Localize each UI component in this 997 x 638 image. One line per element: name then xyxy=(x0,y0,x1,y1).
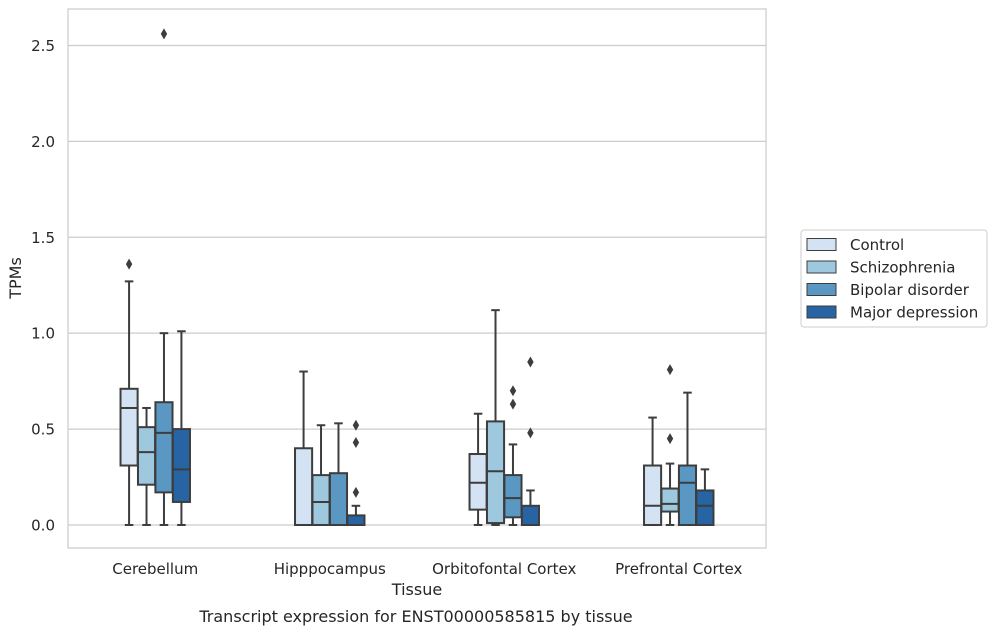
iqr-box xyxy=(346,514,366,526)
iqr-box xyxy=(660,487,680,513)
outlier-point xyxy=(527,427,534,439)
x-axis-label: Tissue xyxy=(391,580,442,599)
box-bipolar-disorder xyxy=(154,28,174,526)
iqr-box xyxy=(503,474,523,519)
chart-caption: Transcript expression for ENST0000058581… xyxy=(198,607,632,626)
iqr-box xyxy=(171,428,191,503)
box-control xyxy=(468,412,488,526)
box-bipolar-disorder xyxy=(677,391,698,526)
box-major-depression xyxy=(520,356,540,526)
box-major-depression xyxy=(171,330,191,526)
legend: Control Schizophrenia Bipolar disorder Majo… xyxy=(800,229,988,328)
iqr-box xyxy=(119,387,139,467)
outlier-point xyxy=(160,28,168,40)
x-tick-label: Cerebellum xyxy=(112,560,198,578)
outlier-point xyxy=(666,364,674,376)
iqr-box xyxy=(311,474,331,526)
box-schizophrenia xyxy=(311,424,331,526)
outlier-point xyxy=(352,419,360,431)
iqr-box xyxy=(154,401,174,494)
y-tick-label: 1.0 xyxy=(31,325,55,343)
box-major-depression xyxy=(695,468,715,526)
legend-label: Schizophrenia xyxy=(850,259,955,277)
legend-frame xyxy=(800,229,988,328)
legend-swatch xyxy=(806,238,837,251)
legend-item: Major depression xyxy=(806,304,978,322)
iqr-box xyxy=(520,504,540,526)
legend-swatch xyxy=(806,260,837,274)
plot-frame xyxy=(67,8,767,549)
legend-swatch xyxy=(806,283,837,296)
iqr-box xyxy=(328,472,349,526)
outlier-point xyxy=(509,385,517,397)
legend-item: Control xyxy=(806,236,904,254)
x-tick-label: Prefrontal Cortex xyxy=(615,560,742,578)
x-axis-ticks: Cerebellum Hipppocampus Orbitofontal Corte… xyxy=(112,560,742,578)
legend-swatch xyxy=(806,305,837,319)
box-schizophrenia xyxy=(136,406,157,526)
outlier-point xyxy=(352,437,360,449)
box-schizophrenia xyxy=(660,364,680,526)
box-bipolar-disorder xyxy=(503,385,523,526)
iqr-box xyxy=(643,464,663,526)
box-major-depression xyxy=(346,419,366,526)
legend-item: Schizophrenia xyxy=(806,259,955,277)
y-tick-label: 2.5 xyxy=(31,37,55,55)
box-control xyxy=(643,416,663,526)
box-schizophrenia xyxy=(485,309,506,526)
iqr-box xyxy=(677,464,698,526)
legend-label: Control xyxy=(850,236,904,254)
outlier-point xyxy=(527,356,534,368)
box-control xyxy=(294,370,314,526)
y-axis-label: TPMs xyxy=(6,257,25,300)
y-axis-ticks: 0.0 0.5 1.0 1.5 2.0 2.5 xyxy=(31,37,55,535)
y-tick-label: 2.0 xyxy=(31,133,55,151)
box-bipolar-disorder xyxy=(328,422,349,526)
outlier-point xyxy=(666,433,674,445)
y-tick-label: 1.5 xyxy=(31,229,55,247)
y-tick-label: 0.0 xyxy=(31,516,55,534)
legend-label: Bipolar disorder xyxy=(850,281,970,299)
box-control xyxy=(119,258,139,526)
outlier-point xyxy=(352,486,360,498)
legend-items: Control Schizophrenia Bipolar disorder Majo… xyxy=(806,236,978,322)
x-tick-label: Hipppocampus xyxy=(274,560,386,578)
box-groups xyxy=(119,28,715,526)
iqr-box xyxy=(136,426,157,486)
iqr-box xyxy=(294,447,314,526)
outlier-point xyxy=(125,258,133,270)
y-tick-label: 0.5 xyxy=(31,421,55,439)
iqr-box xyxy=(695,489,715,526)
legend-label: Major depression xyxy=(850,304,978,322)
outlier-point xyxy=(509,398,517,410)
x-tick-label: Orbitofontal Cortex xyxy=(432,560,576,578)
legend-item: Bipolar disorder xyxy=(806,281,970,299)
